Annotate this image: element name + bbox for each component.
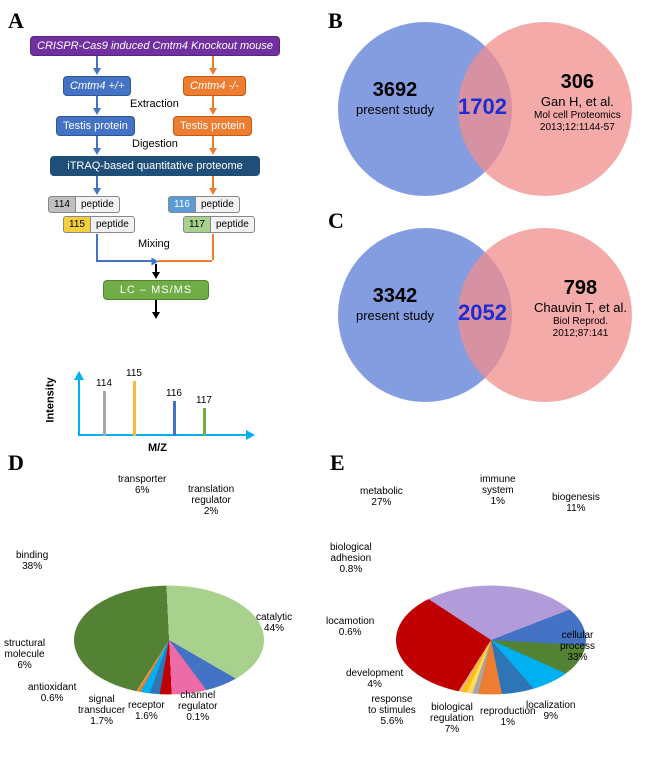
venn-right-text: 798 Chauvin T, et al. Biol Reprod. 2012;…	[534, 276, 627, 340]
arrow-line	[96, 260, 154, 262]
arrowhead	[209, 68, 217, 75]
arrowhead	[152, 272, 160, 279]
pie-slice-label: responseto stimules5.6%	[368, 694, 416, 727]
panel-d: D catalytic44%binding38%transporter6%str…	[8, 450, 330, 750]
crispr-box: CRISPR-Cas9 induced Cmtm4 Knockout mouse	[30, 36, 280, 56]
panel-d-label: D	[8, 450, 24, 475]
panel-a-label: A	[8, 8, 24, 33]
pie-slice-label: development4%	[346, 668, 403, 690]
arrowhead	[93, 188, 101, 195]
pie-slice-label: transporter6%	[118, 474, 166, 496]
pie-slice-label: immunesystem1%	[480, 474, 516, 507]
tag-115: 115peptide	[63, 216, 135, 233]
digestion-label: Digestion	[132, 138, 178, 150]
arrow-line	[212, 234, 214, 260]
pie-slice-label: antioxidant0.6%	[28, 682, 76, 704]
venn-overlap-text: 2052	[458, 300, 507, 326]
flowchart: CRISPR-Cas9 induced Cmtm4 Knockout mouse…	[8, 36, 328, 446]
spectrum-chart: Intensity M/Z 114115116117	[58, 366, 258, 446]
genotype-ko: Cmtm4 -/-	[183, 76, 246, 96]
panel-e: E cellularprocess33% metabolic27% biogenes…	[330, 450, 652, 750]
x-axis-arrow	[246, 430, 255, 440]
pie-slice-label: structuralmolecule6%	[4, 638, 45, 671]
pie-slice-label: biologicalregulation7%	[430, 702, 474, 735]
venn-right-text: 306 Gan H, et al. Mol cell Proteomics 20…	[534, 70, 621, 134]
pie-slice-label: cellularprocess33%	[560, 630, 595, 663]
venn-c: 3342 present study 2052 798 Chauvin T, e…	[328, 220, 652, 410]
arrowhead	[93, 148, 101, 155]
pie-slice-label: locamotion0.6%	[326, 616, 374, 638]
lcms-box: LC – MS/MS	[103, 280, 209, 300]
spectrum-peak-label: 114	[94, 378, 114, 389]
figure: A CRISPR-Cas9 induced Cmtm4 Knockout mou…	[8, 8, 652, 750]
pie-slice-label: receptor1.6%	[128, 700, 165, 722]
top-row: A CRISPR-Cas9 induced Cmtm4 Knockout mou…	[8, 8, 652, 446]
bottom-row: D catalytic44%binding38%transporter6%str…	[8, 450, 652, 750]
arrow-line	[96, 234, 98, 260]
arrowhead	[93, 108, 101, 115]
tag-114: 114peptide	[48, 196, 120, 213]
panel-bc-column: B 3692 present study 1702 306 Gan H, et …	[328, 8, 652, 446]
arrowhead	[209, 108, 217, 115]
spectrum-peak-label: 116	[164, 388, 184, 399]
spectrum-peak	[173, 401, 176, 436]
pie-d	[74, 586, 264, 695]
pie-e	[396, 586, 586, 695]
extraction-label: Extraction	[130, 98, 179, 110]
y-axis-label: Intensity	[45, 377, 57, 422]
tag-116: 116peptide	[168, 196, 240, 213]
pie-slice-label: catalytic44%	[256, 612, 292, 634]
spectrum-peak	[103, 391, 106, 436]
y-axis-arrow	[74, 371, 84, 380]
arrowhead	[209, 188, 217, 195]
arrowhead	[152, 312, 160, 319]
spectrum-peak	[133, 381, 136, 436]
protein-wt: Testis protein	[56, 116, 135, 136]
pie-e-wrap	[396, 586, 586, 695]
venn-b: 3692 present study 1702 306 Gan H, et al…	[328, 14, 652, 204]
venn-left-text: 3692 present study	[356, 78, 434, 118]
protein-ko: Testis protein	[173, 116, 252, 136]
spectrum-peak	[203, 408, 206, 436]
itraq-box: iTRAQ-based quantitative proteome	[50, 156, 260, 176]
panel-e-label: E	[330, 450, 345, 475]
genotype-wt: Cmtm4 +/+	[63, 76, 131, 96]
pie-slice-label: metabolic27%	[360, 486, 403, 508]
pie-slice-label: biogenesis11%	[552, 492, 600, 514]
pie-slice-label: signaltransducer1.7%	[78, 694, 125, 727]
tag-117: 117peptide	[183, 216, 255, 233]
pie-d-wrap	[74, 586, 264, 695]
venn-overlap-text: 1702	[458, 94, 507, 120]
spectrum-peak-label: 115	[124, 368, 144, 379]
spectrum-peak-label: 117	[194, 395, 214, 406]
pie-slice-label: translationregulator2%	[188, 484, 234, 517]
y-axis	[78, 374, 80, 436]
venn-left-text: 3342 present study	[356, 284, 434, 324]
pie-slice-label: biologicaladhesion0.8%	[330, 542, 372, 575]
pie-slice-label: channelregulator0.1%	[178, 690, 217, 723]
arrow-line	[158, 260, 212, 262]
pie-slice-label: reproduction1%	[480, 706, 536, 728]
pie-slice-label: binding38%	[16, 550, 48, 572]
arrowhead	[93, 68, 101, 75]
mixing-label: Mixing	[138, 238, 170, 250]
arrowhead	[209, 148, 217, 155]
panel-a: A CRISPR-Cas9 induced Cmtm4 Knockout mou…	[8, 8, 328, 446]
